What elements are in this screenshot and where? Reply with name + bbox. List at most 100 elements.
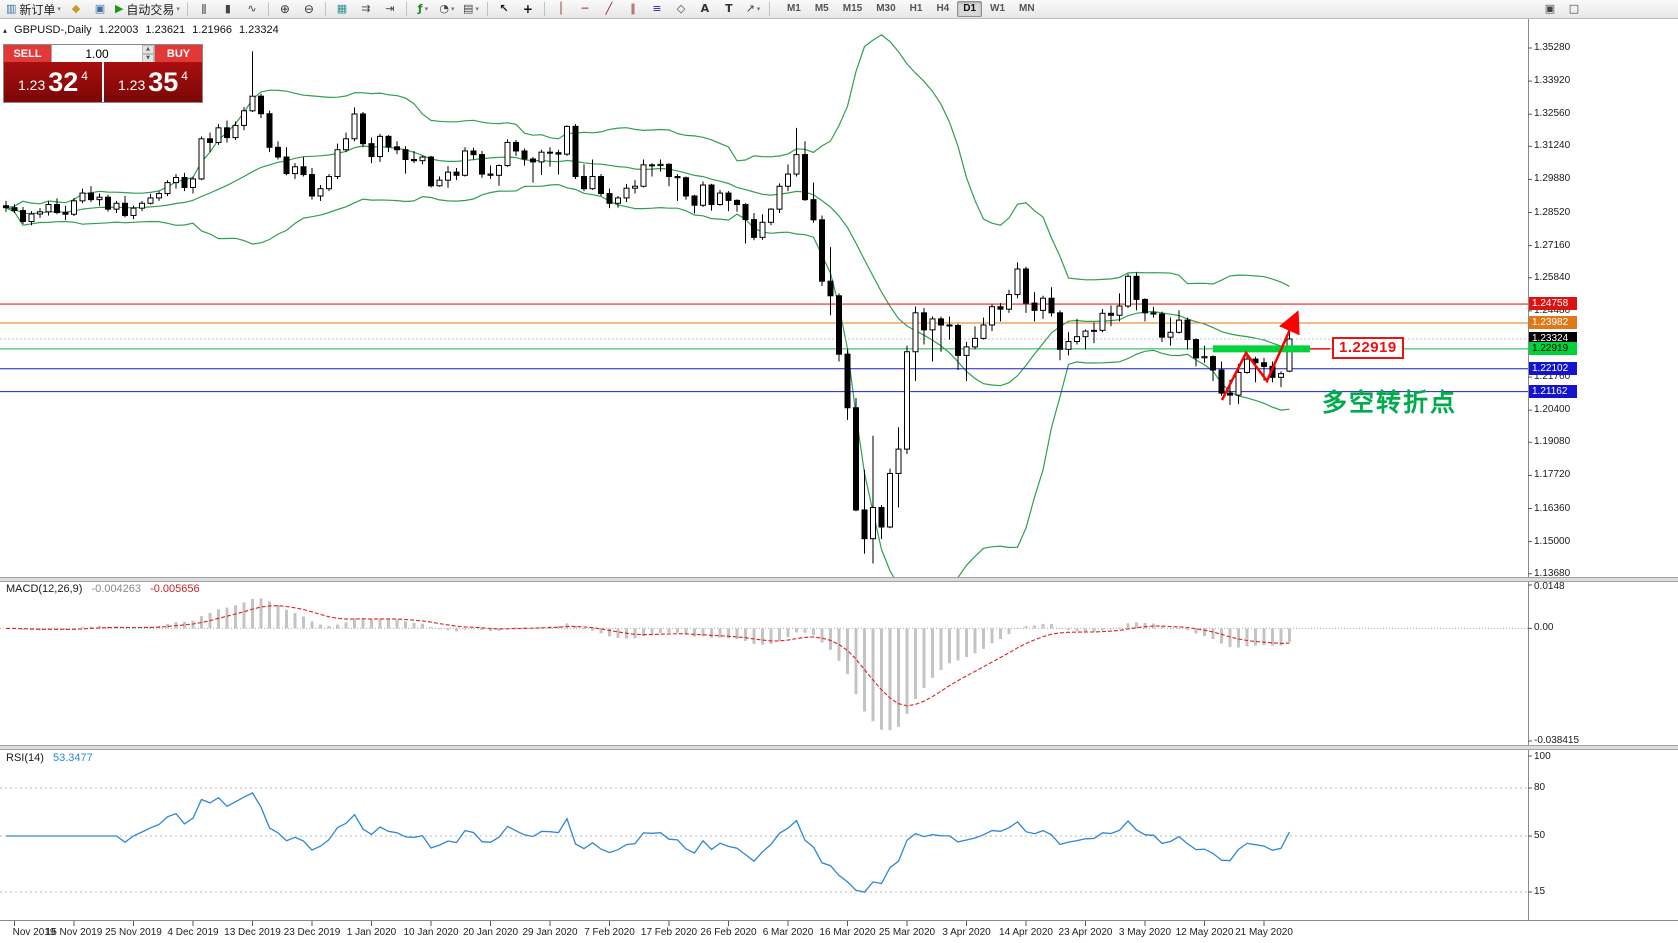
toolbar-text-tool[interactable]: A <box>694 1 716 17</box>
dropdown-arrow-icon: ▾ <box>57 5 61 13</box>
bar-chart-mode-icon: ǁ <box>201 2 207 15</box>
buy-price[interactable]: 1.23 35 4 <box>104 62 202 102</box>
auto-scroll-icon: ⇉ <box>361 2 371 15</box>
volume-up-button[interactable]: ▲ <box>142 45 154 54</box>
toolbar-templates[interactable]: ▤ ▾ <box>460 1 482 17</box>
toolbar-separator <box>267 2 269 16</box>
toolbar-separator <box>186 2 188 16</box>
toolbar-periods[interactable]: ◔ ▾ <box>436 1 458 17</box>
charts-window-icon: ▣ <box>94 2 106 15</box>
toolbar-arrows-tool[interactable]: ↗ ▾ <box>742 1 764 17</box>
sell-price-head: 1.23 <box>18 77 46 93</box>
annotation-text[interactable]: 多空转折点 <box>1322 388 1458 417</box>
dropdown-arrow-icon: ▾ <box>475 5 479 13</box>
cursor-tool-icon: ↖ <box>499 2 509 15</box>
toolbar-chart-shift[interactable]: ⇥ <box>379 1 401 17</box>
toolbar-zoom-in[interactable]: ⊕ <box>274 1 296 17</box>
sell-price-pips: 32 <box>48 67 79 97</box>
volume-box: ▲ ▼ <box>51 45 155 63</box>
toolbar-horizontal-line-tool[interactable]: ─ <box>574 1 596 17</box>
buy-price-pips: 35 <box>148 67 179 97</box>
dropdown-arrow-icon: ▾ <box>756 5 761 13</box>
timeframe-MN[interactable]: MN <box>1019 3 1035 14</box>
toolbar-new-order[interactable]: ▥ 新订单 ▾ <box>4 1 63 17</box>
time-axis[interactable] <box>0 920 1678 941</box>
toolbar-bar-chart-mode[interactable]: ǁ <box>193 1 215 17</box>
timeframe-M5[interactable]: M5 <box>814 3 829 14</box>
zoom-in-icon: ⊕ <box>279 2 290 16</box>
volume-input[interactable] <box>52 45 142 62</box>
timeframe-H1[interactable]: H1 <box>909 3 923 14</box>
price-callout[interactable]: 1.22919 <box>1332 337 1404 359</box>
new-order-label: 新订单 <box>19 2 56 17</box>
line-chart-mode-icon: ∿ <box>247 2 257 15</box>
buy-button[interactable]: BUY <box>155 45 202 62</box>
timeframe-M15[interactable]: M15 <box>842 3 863 14</box>
app-profile-icon: ◆ <box>71 2 81 15</box>
arrows-tool-icon: ↗ <box>745 2 755 15</box>
timeframe-W1[interactable]: W1 <box>990 3 1006 14</box>
toolbar-zoom-out[interactable]: ⊖ <box>298 1 320 17</box>
toolbar-line-chart-mode[interactable]: ∿ <box>241 1 263 17</box>
panel-splitter-macd[interactable] <box>0 577 1678 582</box>
zoom-out-icon: ⊖ <box>303 2 314 16</box>
price-axis[interactable] <box>1528 19 1678 920</box>
toolbar-separator <box>405 2 407 16</box>
timeframe-D1[interactable]: D1 <box>957 1 983 17</box>
sell-button[interactable]: SELL <box>4 45 51 62</box>
toolbar: ▥ 新订单 ▾ ◆ ▣ ▶ 自动交易 ▾ ǁ ▮ ∿ ⊕ ⊖ ▦ ⇉ ⇥ ƒ ▾ ◔ ▾ ▤ ▾ ↖ + │ ─ ╱ ∥ ≡ ◇ A T ↗ ▾ M… <box>0 0 1678 19</box>
auto-trading-label: 自动交易 <box>126 2 175 17</box>
toolbar-channel-tool[interactable]: ∥ <box>622 1 644 17</box>
timeframe-M30[interactable]: M30 <box>876 3 896 14</box>
toolbar-separator <box>486 2 488 16</box>
volume-spinner: ▲ ▼ <box>142 45 154 63</box>
indicators-list-icon: ƒ <box>417 2 423 15</box>
dropdown-arrow-icon: ▾ <box>424 5 429 13</box>
price-divider <box>102 62 104 102</box>
toolbar-separator <box>543 2 545 16</box>
templates-icon: ▤ <box>462 2 474 15</box>
sell-price-point: 4 <box>81 69 88 83</box>
candlestick-mode-icon: ▮ <box>224 2 231 15</box>
timeframe-H4[interactable]: H4 <box>936 3 950 14</box>
buy-price-head: 1.23 <box>118 77 146 93</box>
toolbar-shapes-tool[interactable]: ◇ <box>670 1 692 17</box>
toolbar-label-tool[interactable]: T <box>718 1 740 17</box>
toolbar-new-window[interactable]: □ <box>1568 2 1580 15</box>
horizontal-line-tool-icon: ─ <box>581 2 589 15</box>
buy-price-point: 4 <box>181 69 188 83</box>
label-tool-icon: T <box>725 2 733 15</box>
auto-trading-icon: ▶ <box>114 2 124 15</box>
toolbar-cursor-tool[interactable]: ↖ <box>493 1 515 17</box>
channel-tool-icon: ∥ <box>630 2 636 15</box>
text-tool-icon: A <box>700 2 710 15</box>
dropdown-arrow-icon: ▾ <box>450 5 455 13</box>
panel-splitter-rsi[interactable] <box>0 745 1678 750</box>
trendline-tool-icon: ╱ <box>605 2 613 15</box>
toolbar-auto-scroll[interactable]: ⇉ <box>355 1 377 17</box>
one-click-trading-widget: SELL ▲ ▼ BUY 1.23 32 4 1.23 <box>3 44 203 103</box>
sell-price[interactable]: 1.23 32 4 <box>4 62 102 102</box>
timeframe-M1[interactable]: M1 <box>786 3 801 14</box>
toolbar-app-profile[interactable]: ◆ <box>65 1 87 17</box>
fibonacci-tool-icon: ≡ <box>652 2 662 15</box>
toolbar-trendline-tool[interactable]: ╱ <box>598 1 620 17</box>
crosshair-tool-icon: + <box>522 2 533 16</box>
new-order-icon: ▥ <box>6 2 17 15</box>
toolbar-charts-window[interactable]: ▣ <box>89 1 111 17</box>
toolbar-indicators-list[interactable]: ƒ ▾ <box>412 1 434 17</box>
tile-windows-icon: ▦ <box>336 2 348 15</box>
shapes-tool-icon: ◇ <box>676 2 686 15</box>
toolbar-crosshair-tool[interactable]: + <box>517 1 539 17</box>
toolbar-vertical-line-tool[interactable]: │ <box>550 1 572 17</box>
toolbar-candlestick-mode[interactable]: ▮ <box>217 1 239 17</box>
toolbar-tile-windows[interactable]: ▦ <box>331 1 353 17</box>
toolbar-dock-window[interactable]: ▣ <box>1544 2 1556 15</box>
dropdown-arrow-icon: ▾ <box>176 5 180 13</box>
timeframe-switcher: M1 M5 M15 M30 H1 H4 D1 W1 MN <box>780 1 1042 17</box>
vertical-line-tool-icon: │ <box>557 2 565 15</box>
toolbar-fibonacci-tool[interactable]: ≡ <box>646 1 668 17</box>
toolbar-auto-trading[interactable]: ▶ 自动交易 ▾ <box>113 1 182 17</box>
